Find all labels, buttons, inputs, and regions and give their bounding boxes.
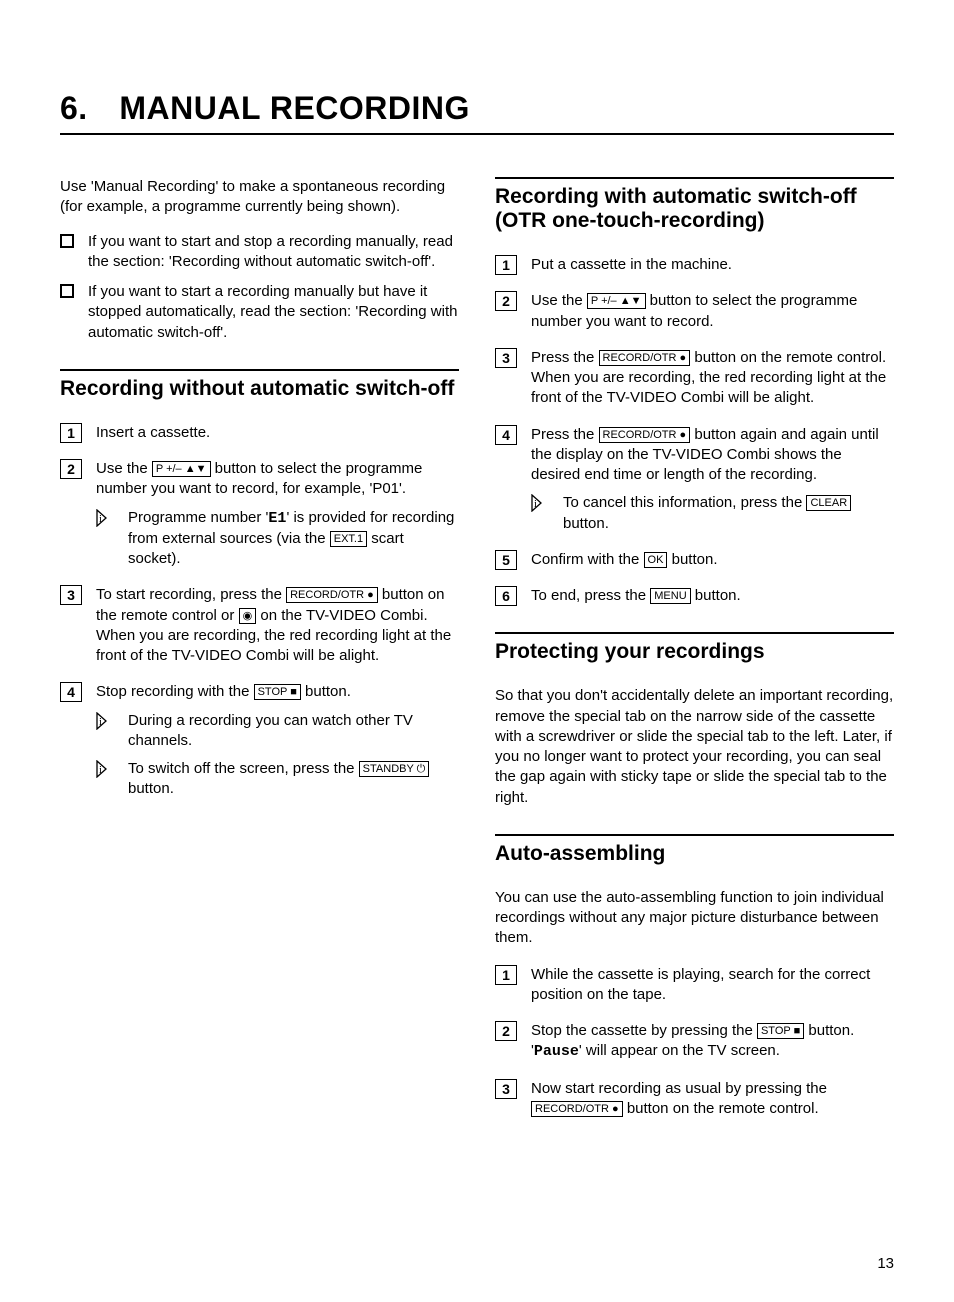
step-body: Confirm with the OK button. xyxy=(531,550,894,570)
svg-text:i: i xyxy=(99,764,102,776)
step-body: Insert a cassette. xyxy=(96,423,459,443)
step-body: Use the P +/– ▲▼ button to select the pr… xyxy=(96,459,459,569)
section-rule xyxy=(495,632,894,634)
button-label: ◉ xyxy=(239,608,257,624)
step: 3 Now start recording as usual by pressi… xyxy=(495,1079,894,1120)
step: 5 Confirm with the OK button. xyxy=(495,550,894,570)
tip: i Programme number 'E1' is provided for … xyxy=(96,508,459,570)
tip: i During a recording you can watch other… xyxy=(96,711,459,752)
tip-arrow-icon: i xyxy=(96,509,118,527)
step-body: Press the RECORD/OTR ● button again and … xyxy=(531,425,894,534)
section-title: Auto-assembling xyxy=(495,842,894,866)
tip-text: To cancel this information, press the CL… xyxy=(563,493,894,534)
two-column-layout: Use 'Manual Recording' to make a spontan… xyxy=(60,177,894,1135)
step-number-box: 1 xyxy=(495,965,517,985)
chapter-number: 6. xyxy=(60,90,110,127)
step: 2 Stop the cassette by pressing the STOP… xyxy=(495,1021,894,1063)
step-number-box: 4 xyxy=(495,425,517,445)
bullet-text: If you want to start and stop a recordin… xyxy=(88,232,459,273)
button-label: CLEAR xyxy=(806,495,851,511)
step-body: To start recording, press the RECORD/OTR… xyxy=(96,585,459,666)
step: 6 To end, press the MENU button. xyxy=(495,586,894,606)
right-column: Recording with automatic switch-off (OTR… xyxy=(495,177,894,1135)
tip-text: To switch off the screen, press the STAN… xyxy=(128,759,459,800)
checkbox-icon xyxy=(60,234,74,248)
button-label: MENU xyxy=(650,588,690,604)
button-label: RECORD/OTR ● xyxy=(599,350,691,366)
step-number-box: 6 xyxy=(495,586,517,606)
button-label: STANDBY ⏻ xyxy=(359,761,430,777)
step-number-box: 3 xyxy=(60,585,82,605)
button-label: RECORD/OTR ● xyxy=(531,1101,623,1117)
section-title: Protecting your recordings xyxy=(495,640,894,664)
step-number-box: 1 xyxy=(60,423,82,443)
svg-text:i: i xyxy=(534,498,537,510)
section-recording-without-auto: Recording without automatic switch-off 1… xyxy=(60,369,459,800)
step-number-box: 1 xyxy=(495,255,517,275)
svg-text:i: i xyxy=(99,513,102,525)
chapter-title: MANUAL RECORDING xyxy=(119,90,470,126)
button-label: RECORD/OTR ● xyxy=(286,587,378,603)
step-body: Press the RECORD/OTR ● button on the rem… xyxy=(531,348,894,409)
section-auto-assembling: Auto-assembling You can use the auto-ass… xyxy=(495,834,894,1119)
section-recording-otr: Recording with automatic switch-off (OTR… xyxy=(495,177,894,606)
step-number-box: 4 xyxy=(60,682,82,702)
step: 2 Use the P +/– ▲▼ button to select the … xyxy=(60,459,459,569)
step: 3 To start recording, press the RECORD/O… xyxy=(60,585,459,666)
step-number-box: 2 xyxy=(495,1021,517,1041)
section-rule xyxy=(495,834,894,836)
button-label: RECORD/OTR ● xyxy=(599,427,691,443)
bullet-item: If you want to start a recording manuall… xyxy=(60,282,459,343)
section-title: Recording with automatic switch-off (OTR… xyxy=(495,185,894,233)
section-body: So that you don't accidentally delete an… xyxy=(495,686,894,808)
step-number-box: 3 xyxy=(495,1079,517,1099)
page-number: 13 xyxy=(877,1255,894,1272)
tip-arrow-icon: i xyxy=(531,494,553,512)
step-body: To end, press the MENU button. xyxy=(531,586,894,606)
step-number-box: 5 xyxy=(495,550,517,570)
step-number-box: 3 xyxy=(495,348,517,368)
intro-paragraph: Use 'Manual Recording' to make a spontan… xyxy=(60,177,459,218)
step: 1 While the cassette is playing, search … xyxy=(495,965,894,1006)
button-label: P +/– ▲▼ xyxy=(587,293,646,309)
step-body: While the cassette is playing, search fo… xyxy=(531,965,894,1006)
step: 1 Insert a cassette. xyxy=(60,423,459,443)
step: 2 Use the P +/– ▲▼ button to select the … xyxy=(495,291,894,332)
bullet-item: If you want to start and stop a recordin… xyxy=(60,232,459,273)
tip: i To switch off the screen, press the ST… xyxy=(96,759,459,800)
button-label: EXT.1 xyxy=(330,531,367,547)
left-column: Use 'Manual Recording' to make a spontan… xyxy=(60,177,459,1135)
svg-text:i: i xyxy=(99,716,102,728)
step-body: Use the P +/– ▲▼ button to select the pr… xyxy=(531,291,894,332)
section-protecting: Protecting your recordings So that you d… xyxy=(495,632,894,808)
tip-arrow-icon: i xyxy=(96,760,118,778)
step-body: Stop the cassette by pressing the STOP ■… xyxy=(531,1021,894,1063)
button-label: STOP ■ xyxy=(757,1023,804,1039)
step: 1 Put a cassette in the machine. xyxy=(495,255,894,275)
step-number-box: 2 xyxy=(60,459,82,479)
tip-text: During a recording you can watch other T… xyxy=(128,711,459,752)
step-body: Stop recording with the STOP ■ button. i… xyxy=(96,682,459,799)
checkbox-icon xyxy=(60,284,74,298)
step-number-box: 2 xyxy=(495,291,517,311)
tip-text: Programme number 'E1' is provided for re… xyxy=(128,508,459,570)
section-rule xyxy=(60,369,459,371)
step-body: Now start recording as usual by pressing… xyxy=(531,1079,894,1120)
step: 3 Press the RECORD/OTR ● button on the r… xyxy=(495,348,894,409)
step: 4 Stop recording with the STOP ■ button.… xyxy=(60,682,459,799)
button-label: P +/– ▲▼ xyxy=(152,461,211,477)
tip-arrow-icon: i xyxy=(96,712,118,730)
step: 4 Press the RECORD/OTR ● button again an… xyxy=(495,425,894,534)
button-label: OK xyxy=(644,552,668,568)
bullet-text: If you want to start a recording manuall… xyxy=(88,282,459,343)
step-body: Put a cassette in the machine. xyxy=(531,255,894,275)
section-title: Recording without automatic switch-off xyxy=(60,377,459,401)
page-title: 6. MANUAL RECORDING xyxy=(60,90,894,135)
section-body: You can use the auto-assembling function… xyxy=(495,888,894,949)
tip: i To cancel this information, press the … xyxy=(531,493,894,534)
button-label: STOP ■ xyxy=(254,684,301,700)
section-rule xyxy=(495,177,894,179)
